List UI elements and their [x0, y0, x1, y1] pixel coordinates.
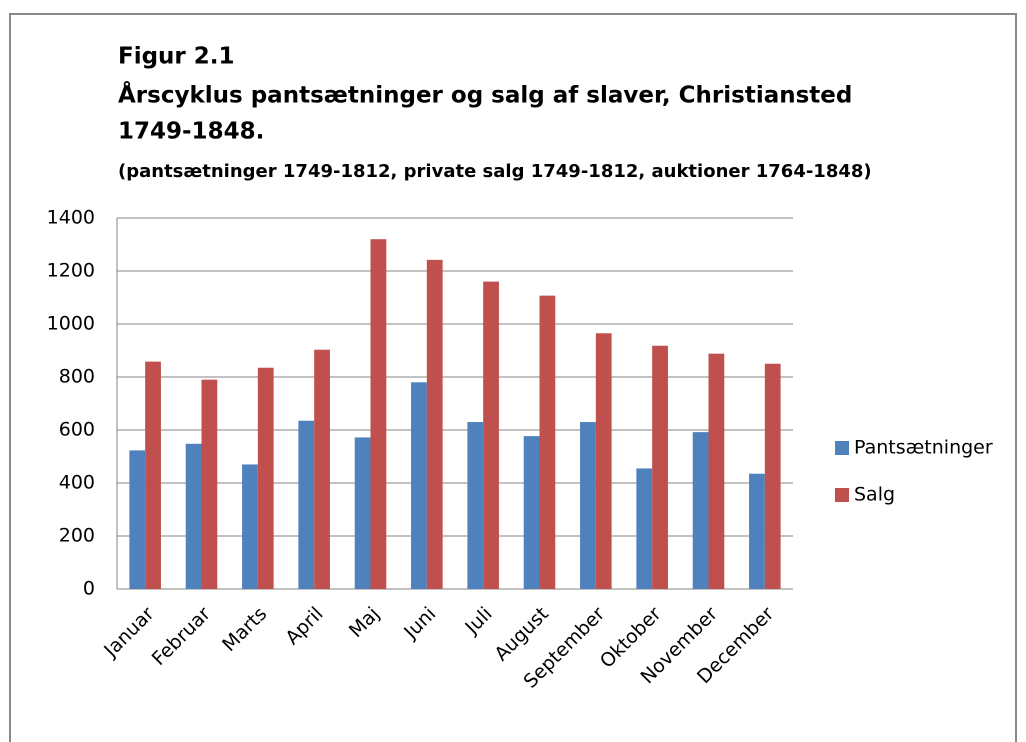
chart-subtitle: (pantsætninger 1749-1812, private salg 1… — [118, 161, 872, 182]
bar — [354, 437, 371, 589]
y-tick-label: 0 — [83, 578, 95, 600]
legend-swatch — [835, 441, 849, 455]
bar — [467, 422, 484, 589]
bar — [636, 468, 653, 589]
legend-label: Pantsætninger — [854, 437, 993, 459]
chart-frame — [9, 13, 1017, 742]
legend-swatch — [835, 488, 849, 502]
y-tick-label: 1000 — [47, 313, 95, 335]
y-tick-label: 800 — [59, 366, 95, 388]
bar — [749, 473, 765, 589]
bar — [692, 432, 709, 589]
bar — [201, 379, 218, 589]
bar — [595, 333, 612, 589]
chart-title: Figur 2.1 — [118, 44, 235, 70]
bar — [708, 353, 725, 589]
bar — [145, 361, 161, 589]
bar — [314, 349, 330, 589]
bar — [298, 420, 315, 589]
bar — [129, 450, 146, 589]
y-tick-label: 1200 — [47, 260, 95, 282]
bar — [523, 436, 540, 589]
legend-label: Salg — [854, 484, 895, 506]
y-tick-label: 400 — [59, 472, 95, 494]
bar — [257, 367, 274, 589]
y-tick-label: 1400 — [47, 207, 95, 229]
bar — [539, 295, 556, 589]
y-tick-label: 600 — [59, 419, 95, 441]
bar — [242, 464, 258, 589]
bar — [185, 443, 202, 589]
chart-title: Årscyklus pantsætninger og salg af slave… — [118, 81, 852, 109]
bar — [411, 382, 427, 589]
y-tick-label: 200 — [59, 525, 95, 547]
bar — [652, 345, 668, 589]
chart-title: 1749-1848. — [118, 119, 264, 145]
bar — [580, 422, 596, 589]
bar — [370, 239, 387, 589]
bar — [483, 281, 499, 589]
bar — [426, 259, 443, 589]
bar — [764, 363, 781, 589]
